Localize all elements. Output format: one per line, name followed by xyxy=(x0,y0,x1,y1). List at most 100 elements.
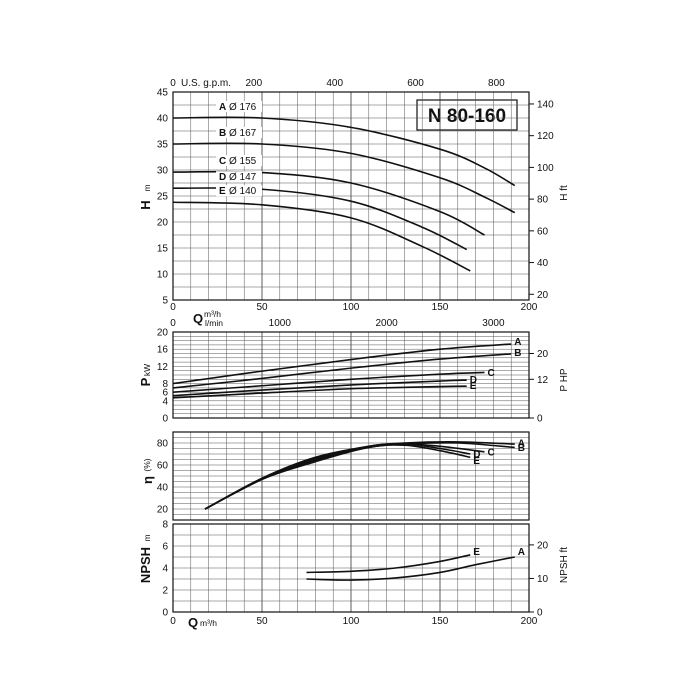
x-axis-q-label-2: Q xyxy=(188,615,198,630)
power-y2-label: P HP xyxy=(559,368,570,391)
head-curve-diameter-d: Ø 147 xyxy=(229,172,257,183)
head-y2-label: H ft xyxy=(559,185,570,201)
x-tick-label: 0 xyxy=(170,616,176,627)
npsh-y2-label: NPSH ft xyxy=(559,547,570,583)
gpm-tick-label: 600 xyxy=(407,78,424,89)
npsh-y-tick-label: 8 xyxy=(162,520,168,531)
efficiency-y-tick-label: 80 xyxy=(157,439,169,450)
head-curve-b xyxy=(172,142,516,214)
head-panel: 5 10 15 20 25 30 35 40 45 20 40 60 80 100 120 140 A Ø 176… xyxy=(157,88,554,307)
head-y-tick-label: 20 xyxy=(157,218,169,229)
head-y-tick-label: 5 xyxy=(162,296,168,307)
efficiency-y-tick-label: 40 xyxy=(157,483,169,494)
efficiency-y-label: η xyxy=(140,476,155,484)
efficiency-curve-label-e: E xyxy=(473,456,480,467)
npsh-y-tick-label: 2 xyxy=(162,586,168,597)
power-curve-d xyxy=(172,379,467,397)
lpm-tick-label: 1000 xyxy=(269,318,292,329)
x-tick-label: 100 xyxy=(343,302,360,313)
power-curve-label-c: C xyxy=(488,368,495,379)
head-curve-diameter-b: Ø 167 xyxy=(229,128,257,139)
power-curve-label-e: E xyxy=(470,381,477,392)
head-curve-label-bg xyxy=(216,127,262,138)
efficiency-curve-label-d: D xyxy=(473,450,480,461)
head-curve-label-d: D xyxy=(219,172,226,183)
power-y-tick-label: 0 xyxy=(162,414,168,425)
npsh-y2-tick-label: 0 xyxy=(537,608,543,619)
npsh-curve-label-e: E xyxy=(473,547,480,558)
head-curve-label-c: C xyxy=(219,156,226,167)
head-curve-e xyxy=(172,201,471,272)
head-curve-label-bg xyxy=(216,101,262,112)
head-curve-label-b: B xyxy=(219,128,226,139)
head-y2-tick-label: 120 xyxy=(537,131,554,142)
x-tick-label: 200 xyxy=(521,302,538,313)
npsh-panel: 0 2 4 6 8 0 10 20 A E xyxy=(162,520,548,619)
x-axis-unit-2: m³/h xyxy=(200,618,217,628)
power-panel: 0 468 12 16 20 0 12 20 AB CDE xyxy=(157,328,549,425)
efficiency-curve-label-b: B xyxy=(518,443,525,454)
efficiency-curve-label-c: C xyxy=(488,447,495,458)
x-tick-label: 50 xyxy=(256,616,268,627)
npsh-y-tick-label: 4 xyxy=(162,564,168,575)
x-tick-label: 150 xyxy=(432,302,449,313)
head-y-tick-label: 25 xyxy=(157,192,169,203)
head-curve-diameter-a: Ø 176 xyxy=(229,102,257,113)
gpm-tick-label: 200 xyxy=(246,78,263,89)
x-axis-q-label-1: Q xyxy=(193,311,203,326)
head-y2-tick-label: 60 xyxy=(537,226,549,237)
x-tick-label: 50 xyxy=(256,302,268,313)
head-y2-tick-label: 80 xyxy=(537,195,549,206)
efficiency-y-unit: (%) xyxy=(142,458,152,471)
power-y2-tick-label: 0 xyxy=(537,414,543,425)
head-curve-a xyxy=(172,116,516,187)
power-y-tick-label: 12 xyxy=(157,362,169,373)
npsh-curve-a xyxy=(306,556,515,581)
power-curve-label-a: A xyxy=(514,337,521,348)
head-curve-label-bg xyxy=(216,171,262,183)
gpm-tick-label: 400 xyxy=(326,78,343,89)
head-y2-tick-label: 100 xyxy=(537,163,554,174)
power-y-unit: kW xyxy=(142,364,152,376)
chart-title: N 80-160 xyxy=(428,106,506,127)
head-y-tick-label: 30 xyxy=(157,166,169,177)
head-curve-d xyxy=(172,187,468,251)
head-y-unit: m xyxy=(142,184,152,191)
efficiency-y-tick-label: 20 xyxy=(157,505,169,516)
head-y-tick-label: 45 xyxy=(157,88,169,99)
efficiency-y-tick-label: 60 xyxy=(157,461,169,472)
power-y-tick-label: 20 xyxy=(157,328,169,339)
npsh-curve-label-a: A xyxy=(518,547,525,558)
npsh-y-tick-label: 0 xyxy=(162,608,168,619)
title-box: N 80-160 xyxy=(416,99,518,131)
npsh-curve-e xyxy=(306,554,471,574)
npsh-y2-tick-label: 10 xyxy=(537,574,549,585)
head-y-tick-label: 10 xyxy=(157,270,169,281)
gpm-axis-label: U.S. g.p.m. xyxy=(181,78,231,89)
lpm-axis-label: l/min xyxy=(205,318,223,328)
axis-labels: U.S. g.p.m. H m H ft Q m³/h l/min P kW P… xyxy=(138,78,570,630)
x-tick-label: 200 xyxy=(521,616,538,627)
power-y2-tick-label: 12 xyxy=(537,375,549,386)
x-axis-unit-1: m³/h xyxy=(204,309,221,319)
power-y-tick-label: 6 xyxy=(162,388,168,399)
npsh-y2-tick-label: 20 xyxy=(537,540,549,551)
x-tick-label: 100 xyxy=(343,616,360,627)
power-y-tick-label: 4 xyxy=(162,396,168,407)
power-curve-label-b: B xyxy=(514,348,521,359)
power-y-label: P xyxy=(138,377,153,386)
npsh-y-tick-label: 6 xyxy=(162,542,168,553)
efficiency-curve-a xyxy=(204,441,515,510)
head-curve-diameter-c: Ø 155 xyxy=(229,156,257,167)
head-y-tick-label: 40 xyxy=(157,114,169,125)
efficiency-panel: 20 40 60 80 AB CDE xyxy=(157,431,530,521)
power-y-tick-label: 16 xyxy=(157,345,169,356)
head-y2-tick-label: 140 xyxy=(537,99,554,110)
npsh-frame xyxy=(172,523,530,613)
head-curve-label-e: E xyxy=(219,186,226,197)
power-curve-b xyxy=(172,353,512,389)
power-y2-tick-label: 20 xyxy=(537,349,549,360)
gpm-tick-label: 0 xyxy=(170,78,176,89)
power-y-tick-label: 8 xyxy=(162,379,168,390)
